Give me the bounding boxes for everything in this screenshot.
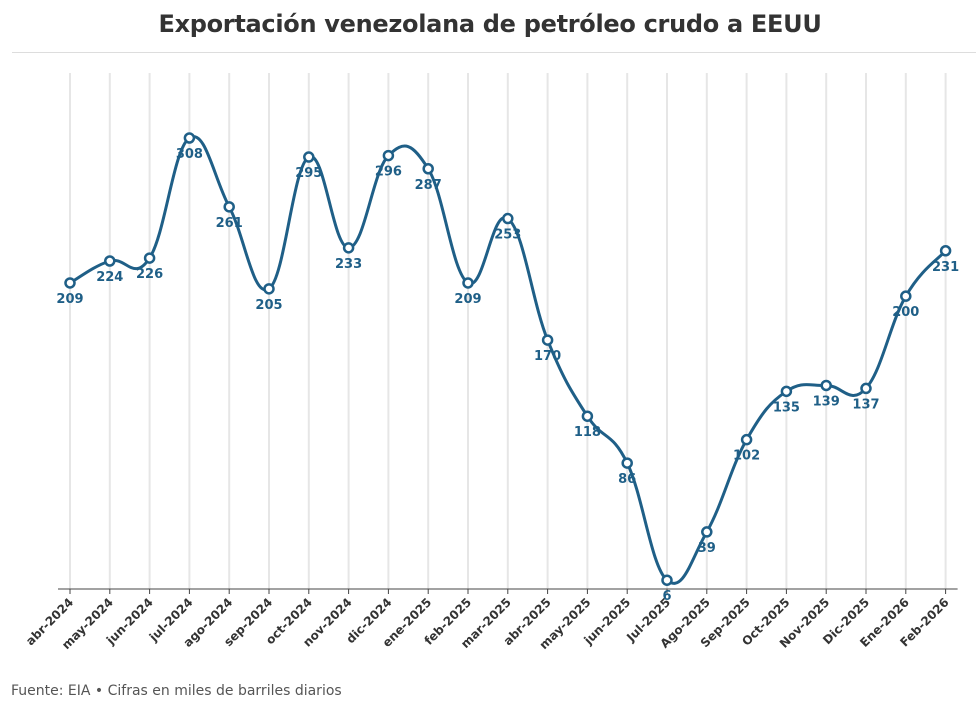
line-chart: abr-2024may-2024jun-2024jul-2024ago-2024… <box>23 73 959 652</box>
data-point <box>740 433 753 446</box>
data-label: 295 <box>295 166 322 181</box>
data-point <box>64 277 76 289</box>
data-point <box>701 526 713 538</box>
data-point <box>661 574 673 586</box>
chart-title: Exportación venezolana de petróleo crudo… <box>158 10 822 38</box>
data-label: 118 <box>574 425 601 440</box>
vertical-gridlines <box>69 73 947 589</box>
data-points <box>64 132 952 586</box>
source-note: Fuente: EIA • Cifras en miles de barrile… <box>11 683 342 699</box>
data-label: 205 <box>255 298 282 313</box>
data-label: 296 <box>375 165 402 180</box>
data-point <box>900 290 912 302</box>
data-label: 6 <box>662 589 671 604</box>
data-label: 231 <box>932 260 959 275</box>
data-label: 224 <box>96 270 123 285</box>
data-point <box>223 201 235 213</box>
data-label: 209 <box>454 292 481 307</box>
data-label: 261 <box>216 216 243 231</box>
data-label: 287 <box>415 178 442 193</box>
data-point <box>422 163 434 175</box>
data-point <box>462 277 474 289</box>
series-line <box>69 135 947 585</box>
data-label: 135 <box>773 400 800 415</box>
data-point <box>621 457 633 469</box>
data-label: 139 <box>813 394 840 409</box>
data-point <box>382 149 395 162</box>
data-point <box>104 255 116 267</box>
data-label: 170 <box>534 349 561 364</box>
data-label: 86 <box>618 472 636 487</box>
data-labels: 209 224 226 308 261 205 295 233 296 287 209 253 170 1… <box>56 147 959 604</box>
data-point <box>263 283 275 295</box>
data-label: 253 <box>494 228 521 243</box>
data-label: 200 <box>892 305 919 320</box>
data-point <box>303 151 315 163</box>
data-label: 137 <box>852 397 879 412</box>
data-label: 308 <box>176 147 203 162</box>
data-point <box>939 245 952 257</box>
data-label: 39 <box>698 541 716 556</box>
data-point <box>780 385 793 398</box>
data-label: 209 <box>56 292 83 307</box>
data-label: 102 <box>733 449 760 464</box>
data-label: 226 <box>136 267 163 282</box>
title-divider <box>12 52 976 53</box>
data-point <box>820 379 832 392</box>
x-axis-ticks: abr-2024may-2024jun-2024jul-2024ago-2024… <box>23 589 952 652</box>
data-label: 233 <box>335 257 362 272</box>
data-point <box>342 242 355 254</box>
data-point <box>183 132 196 144</box>
data-point <box>541 334 554 346</box>
data-point <box>581 410 594 422</box>
data-point <box>143 252 156 264</box>
data-point <box>502 212 514 225</box>
data-point <box>860 382 872 395</box>
